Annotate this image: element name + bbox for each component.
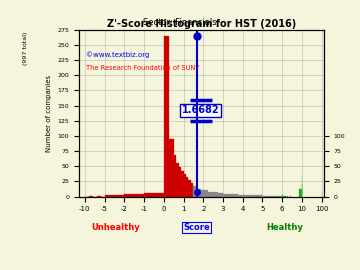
Text: Sector: Financials: Sector: Financials xyxy=(143,18,217,26)
Bar xyxy=(89,196,93,197)
Bar xyxy=(198,189,201,197)
Bar xyxy=(223,194,228,197)
Bar xyxy=(243,195,248,197)
Bar xyxy=(181,171,184,197)
Text: ©www.textbiz.org: ©www.textbiz.org xyxy=(86,52,150,58)
Bar xyxy=(169,139,174,197)
Bar xyxy=(203,190,208,197)
Bar xyxy=(248,195,253,197)
Bar xyxy=(300,189,302,197)
Bar xyxy=(179,167,181,197)
Bar xyxy=(188,180,191,197)
Text: 1.6682: 1.6682 xyxy=(182,105,220,115)
Bar xyxy=(228,194,233,197)
Bar xyxy=(184,174,186,197)
Bar xyxy=(277,196,282,197)
Bar xyxy=(267,196,272,197)
Bar xyxy=(262,196,267,197)
Bar xyxy=(201,190,203,197)
Text: The Research Foundation of SUNY: The Research Foundation of SUNY xyxy=(86,65,200,71)
Text: Score: Score xyxy=(183,223,210,232)
Bar xyxy=(193,186,196,197)
Bar xyxy=(111,195,118,197)
Bar xyxy=(233,194,238,197)
Bar xyxy=(186,177,188,197)
Bar xyxy=(287,196,288,197)
Bar xyxy=(196,187,198,197)
Text: Unhealthy: Unhealthy xyxy=(91,223,140,232)
Bar xyxy=(213,192,218,197)
Bar xyxy=(238,195,243,197)
Bar xyxy=(118,195,124,197)
Y-axis label: Number of companies: Number of companies xyxy=(46,75,52,152)
Bar xyxy=(176,163,179,197)
Bar xyxy=(253,195,257,197)
Text: (997 total): (997 total) xyxy=(23,32,27,65)
Bar xyxy=(257,195,262,197)
Bar xyxy=(208,192,213,197)
Bar xyxy=(144,193,164,197)
Bar xyxy=(272,196,277,197)
Bar xyxy=(174,155,176,197)
Bar xyxy=(285,196,286,197)
Bar xyxy=(218,193,223,197)
Title: Z'-Score Histogram for HST (2016): Z'-Score Histogram for HST (2016) xyxy=(107,19,296,29)
Bar xyxy=(191,183,193,197)
Bar xyxy=(289,196,291,197)
Bar xyxy=(164,36,169,197)
Bar xyxy=(283,196,285,197)
Bar xyxy=(282,195,283,197)
Text: Healthy: Healthy xyxy=(266,223,303,232)
Bar xyxy=(104,195,111,197)
Bar xyxy=(96,196,100,197)
Bar xyxy=(124,194,144,197)
